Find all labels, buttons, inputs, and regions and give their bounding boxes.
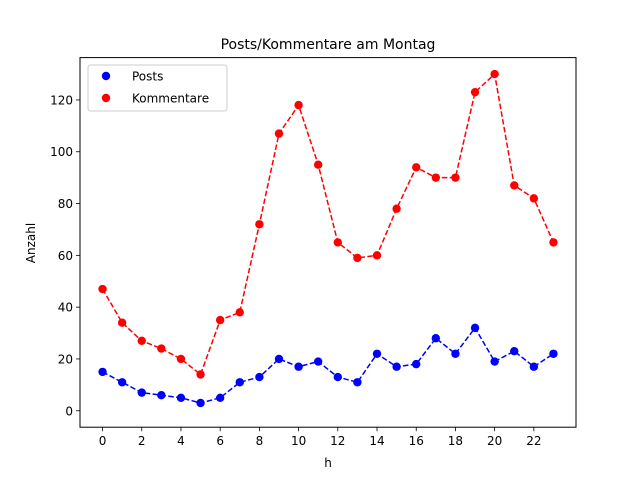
y-tick-label: 100	[50, 145, 73, 159]
data-point-kommentare	[157, 344, 166, 353]
legend-label: Kommentare	[132, 92, 209, 106]
x-tick-label: 10	[291, 434, 306, 448]
data-point-kommentare	[333, 238, 343, 247]
legend-label: Posts	[132, 70, 163, 84]
data-point-kommentare	[235, 308, 244, 317]
data-point-posts	[255, 372, 264, 382]
data-point-posts	[235, 378, 244, 387]
x-tick-label: 8	[256, 434, 264, 448]
data-point-posts	[98, 367, 107, 377]
data-point-kommentare	[196, 370, 205, 379]
y-axis-label: Anzahl	[24, 223, 38, 263]
plot-area: 0 2 4 6 8 10 12 14 16 18 20 22 0 20 40 60 80 100 120	[50, 57, 577, 448]
data-point-posts	[412, 359, 421, 369]
y-tick-label: 120	[50, 93, 73, 107]
data-point-posts	[157, 391, 166, 400]
data-point-kommentare	[176, 354, 186, 364]
data-point-posts	[117, 378, 127, 387]
data-point-posts	[313, 357, 323, 366]
axes-frame	[79, 57, 577, 428]
data-point-kommentare	[98, 284, 107, 294]
data-point-kommentare	[431, 173, 441, 182]
x-tick-label: 14	[369, 434, 384, 448]
data-point-posts	[196, 398, 205, 408]
data-point-kommentare	[372, 251, 382, 260]
y-tick-label: 0	[65, 404, 73, 418]
data-point-posts	[490, 357, 499, 366]
chart-title: Posts/Kommentare am Montag	[221, 37, 436, 53]
data-point-posts	[392, 362, 401, 371]
y-tick-label: 20	[58, 352, 73, 366]
x-axis-label: h	[324, 456, 332, 470]
data-point-kommentare	[294, 100, 303, 110]
data-point-kommentare	[215, 315, 225, 325]
data-point-posts	[137, 388, 146, 397]
data-point-kommentare	[529, 194, 539, 203]
data-point-posts	[529, 362, 539, 371]
x-tick-label: 4	[177, 434, 185, 448]
data-point-kommentare	[549, 238, 558, 247]
x-tick-label: 6	[216, 434, 224, 448]
data-point-posts	[353, 378, 362, 387]
y-tick-label: 60	[58, 249, 73, 263]
data-point-kommentare	[117, 318, 127, 327]
series-line-kommentare	[101, 72, 555, 376]
legend-marker	[101, 71, 111, 81]
data-point-kommentare	[137, 336, 146, 346]
data-point-posts	[372, 349, 382, 358]
data-point-kommentare	[510, 181, 519, 190]
data-point-posts	[274, 354, 284, 364]
x-tick-label: 20	[487, 434, 502, 448]
data-point-posts	[431, 334, 441, 343]
data-point-posts	[176, 393, 186, 403]
y-tick-label: 80	[58, 197, 73, 211]
data-point-posts	[294, 362, 303, 371]
data-point-posts	[470, 323, 480, 333]
data-point-kommentare	[470, 87, 480, 97]
legend: Posts Kommentare	[87, 64, 228, 112]
x-tick-label: 18	[448, 434, 463, 448]
data-point-kommentare	[274, 129, 284, 138]
data-point-posts	[333, 372, 343, 382]
series-line-posts	[102, 326, 554, 404]
x-tick-label: 0	[99, 434, 107, 448]
data-point-kommentare	[451, 173, 460, 182]
data-point-kommentare	[313, 160, 323, 169]
data-point-posts	[549, 349, 558, 358]
data-point-kommentare	[412, 163, 421, 172]
data-point-kommentare	[353, 253, 362, 263]
data-point-kommentare	[392, 204, 401, 213]
legend-box	[87, 64, 228, 112]
data-point-kommentare	[490, 69, 499, 79]
data-point-posts	[451, 349, 460, 358]
y-tick-label: 40	[58, 301, 73, 315]
x-tick-label: 22	[526, 434, 541, 448]
x-tick-label: 16	[409, 434, 424, 448]
x-tick-label: 2	[138, 434, 146, 448]
data-point-kommentare	[255, 220, 264, 229]
legend-marker	[101, 93, 111, 103]
x-tick-label: 12	[330, 434, 345, 448]
data-point-posts	[510, 346, 519, 356]
data-point-posts	[215, 393, 225, 403]
